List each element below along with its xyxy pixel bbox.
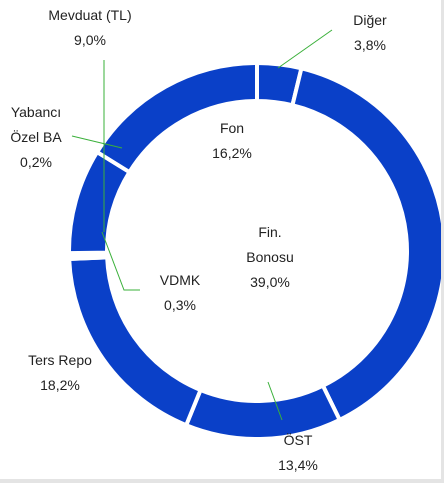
slice-label: Diğer 3,8% bbox=[340, 8, 400, 58]
value-label: 0,2% bbox=[20, 154, 52, 170]
value-label: 9,0% bbox=[74, 32, 106, 48]
category-label: Ters Repo bbox=[28, 352, 92, 368]
slice-label: ÖST 13,4% bbox=[268, 428, 328, 478]
category-label: Fon bbox=[219, 120, 245, 136]
category-label: VDMK bbox=[159, 272, 201, 288]
value-label: 3,8% bbox=[354, 37, 386, 53]
slice-label: Ters Repo 18,2% bbox=[15, 348, 105, 398]
leader-line bbox=[277, 29, 333, 69]
value-label: 18,2% bbox=[40, 377, 80, 393]
slice-label: VDMK 0,3% bbox=[150, 268, 210, 318]
slice-label: Yabancı Özel BA 0,2% bbox=[3, 100, 69, 175]
donut-slice bbox=[94, 60, 259, 175]
leader-lines bbox=[71, 29, 333, 421]
category-label: Fin. Bonosu bbox=[246, 224, 294, 265]
category-label: Mevduat (TL) bbox=[48, 7, 132, 23]
slice-label: Fin. Bonosu 39,0% bbox=[240, 220, 300, 295]
slice-label: Mevduat (TL) 9,0% bbox=[35, 3, 145, 53]
leader-line bbox=[101, 231, 140, 291]
donut-slice bbox=[290, 65, 441, 423]
value-label: 0,3% bbox=[164, 297, 196, 313]
leader-line bbox=[267, 381, 283, 421]
value-label: 13,4% bbox=[278, 457, 318, 473]
value-label: 39,0% bbox=[250, 274, 290, 290]
category-label: Diğer bbox=[353, 12, 387, 28]
slice-label: Fon 16,2% bbox=[202, 116, 262, 166]
leader-line bbox=[71, 135, 123, 149]
category-label: Yabancı Özel BA bbox=[10, 104, 62, 145]
category-label: ÖST bbox=[283, 432, 313, 448]
value-label: 16,2% bbox=[212, 145, 252, 161]
